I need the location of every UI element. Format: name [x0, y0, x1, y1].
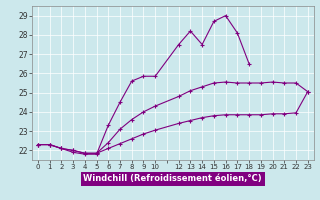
X-axis label: Windchill (Refroidissement éolien,°C): Windchill (Refroidissement éolien,°C) — [84, 174, 262, 183]
